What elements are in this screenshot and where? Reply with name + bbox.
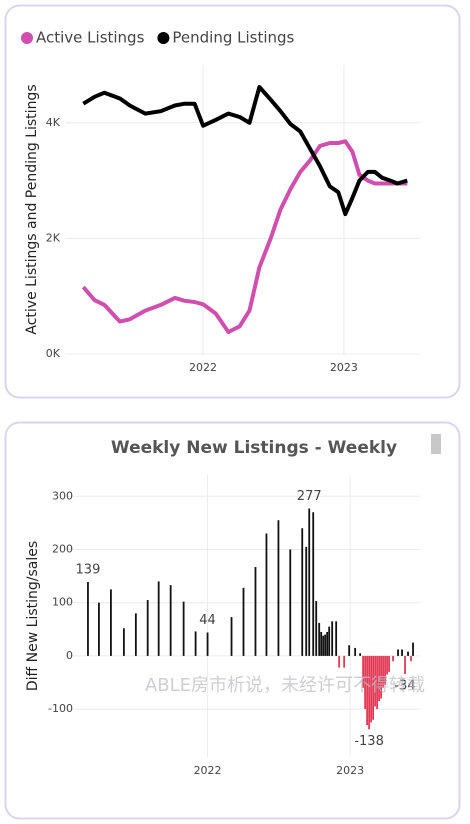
line [82,85,408,217]
data-label: 44 [199,613,216,628]
bar [206,632,209,656]
bar [370,655,372,723]
bar [335,621,338,656]
bar [289,549,292,656]
bar [386,655,388,675]
data-label: -34 [394,678,415,693]
bar [324,634,327,656]
bar [401,649,403,656]
x-tick-label: 2023 [330,361,358,374]
bar [110,589,112,656]
y-tick-label: 200 [52,542,73,555]
legend-marker [157,32,170,44]
bar [382,655,384,688]
bar [331,621,334,656]
x-tick-label: 2022 [189,361,217,374]
bar [410,655,412,662]
bar [376,655,378,710]
bar [308,508,311,656]
bar [392,655,394,662]
y-tick-label: -100 [48,702,73,715]
bar [242,587,245,656]
bar [134,613,137,656]
y-tick-label: 0 [66,649,73,662]
chart-title: Weekly New Listings - Weekly [111,438,397,458]
legend-marker [21,32,33,44]
scrollbar[interactable] [431,434,441,454]
bar [265,533,268,656]
bar [343,655,346,668]
x-tick-label: 2022 [194,764,222,777]
bar [301,528,304,656]
bar [380,655,382,699]
y-axis-label: Diff New Listing/sales [25,541,41,691]
bar [374,655,376,707]
legend-label: Pending Listings [172,29,294,47]
bar [366,655,369,726]
bar [182,601,185,656]
data-label: 139 [76,562,101,577]
data-label: -138 [354,734,384,749]
bar [318,622,321,656]
bar [277,520,280,656]
card [4,421,461,820]
bar [98,602,100,656]
bar [320,631,323,656]
legend-label: Active Listings [36,29,145,47]
bar [157,581,160,656]
bar [328,626,331,656]
bar [384,655,386,686]
bar [348,645,351,656]
bar [230,617,233,656]
bar [412,642,414,656]
data-label: 277 [297,489,322,504]
line [81,139,408,334]
bar [407,651,409,656]
y-tick-label: 4K [46,116,61,129]
bar [194,631,197,656]
bar [372,655,374,720]
watermark: ABLE房市析说，未经许可不得转载 [145,675,425,696]
bar [368,655,371,730]
card [4,4,461,399]
bar [305,546,308,656]
bar [338,655,341,668]
y-tick-label: 0K [46,347,61,360]
bar [388,655,390,672]
bar [146,600,149,656]
bar [359,653,362,656]
bar [354,647,357,656]
bar [87,581,89,656]
bar [322,635,325,656]
y-tick-label: 300 [52,489,73,502]
bar [315,601,318,656]
bar [378,655,380,702]
bar [326,631,329,656]
bar [169,585,172,656]
y-tick-label: 100 [52,596,73,609]
bar [122,628,125,656]
bar [312,512,315,656]
bar [362,655,365,688]
bar [404,655,406,674]
bar [364,655,367,710]
x-tick-label: 2023 [336,764,364,777]
y-axis-label: Active Listings and Pending Listings [24,84,40,334]
bar [397,649,399,656]
bar [254,567,257,656]
y-tick-label: 2K [46,231,61,244]
